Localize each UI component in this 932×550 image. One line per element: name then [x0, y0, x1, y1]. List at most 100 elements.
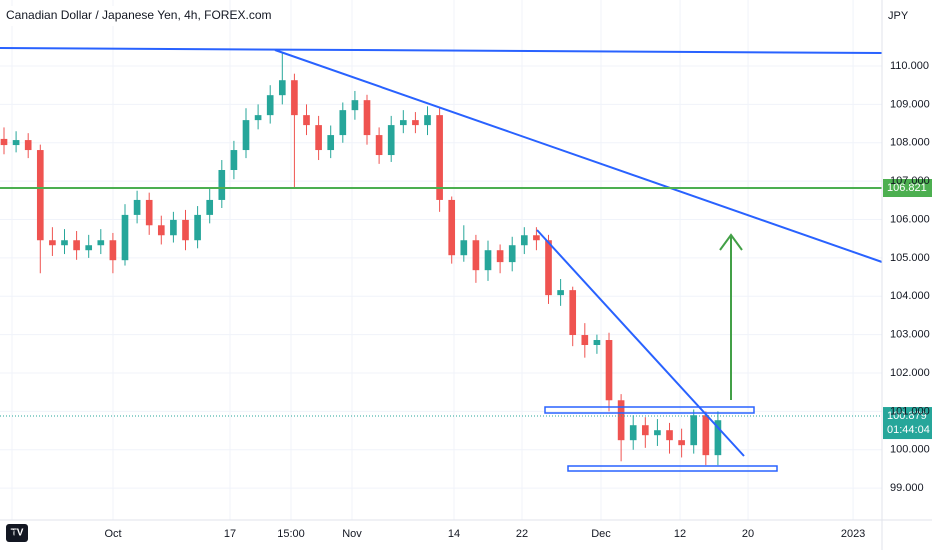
trend-line	[536, 229, 745, 457]
x-tick-label: Dec	[591, 528, 611, 540]
candle-body	[194, 214, 201, 241]
x-tick-label: 12	[674, 528, 686, 540]
y-tick-label: 102.000	[890, 367, 930, 379]
target-arrow-head	[719, 233, 743, 251]
candle-body	[315, 125, 322, 151]
candle-body	[242, 120, 250, 151]
x-tick-label: 22	[516, 528, 528, 540]
y-tick-label: 105.000	[890, 252, 930, 264]
candle-body	[581, 335, 589, 346]
candle-body	[49, 240, 56, 246]
chart-title: Canadian Dollar / Japanese Yen, 4h, FORE…	[6, 8, 272, 22]
candle-body	[424, 115, 431, 126]
x-tick-label: 15:00	[277, 528, 305, 540]
candle-body	[508, 245, 516, 263]
candle-body	[690, 415, 698, 446]
y-tick-label: 100.000	[890, 444, 930, 456]
title-bg	[0, 6, 215, 26]
candle-body	[291, 80, 298, 116]
candles	[0, 52, 722, 466]
candle-body	[157, 225, 165, 236]
candle-body	[339, 110, 347, 136]
y-tick-label: 104.000	[890, 290, 930, 302]
candle-body	[387, 125, 395, 156]
candle-body	[0, 138, 8, 146]
resistance-line	[0, 47, 883, 54]
candle-body	[218, 170, 226, 200]
x-tick-label: Nov	[342, 528, 362, 540]
candle-body	[496, 250, 504, 263]
y-tick-label: 107.000	[890, 175, 930, 187]
x-tick-label: 17	[224, 528, 236, 540]
candle-body	[73, 240, 80, 251]
candle-body	[97, 240, 105, 246]
y-tick-label: 108.000	[890, 137, 930, 149]
level-label: 106.821	[887, 182, 927, 194]
candle-body	[520, 235, 528, 246]
range-top	[544, 406, 755, 414]
currency-label: JPY	[888, 10, 909, 22]
overlays: 106.821 100.879 01:44:04	[0, 179, 932, 440]
candle-body	[206, 199, 214, 215]
candle-body	[641, 425, 649, 436]
candle-body	[678, 440, 685, 446]
candle-body	[593, 340, 601, 346]
candle-body	[617, 400, 625, 441]
candle-body	[363, 100, 371, 136]
candle-body	[85, 245, 93, 251]
candle-body	[412, 120, 419, 126]
candle-body	[170, 219, 177, 236]
x-tick-label: 2023	[841, 528, 865, 540]
x-tick-label: 14	[448, 528, 460, 540]
candle-body	[375, 135, 383, 156]
candle-body	[702, 415, 710, 456]
x-tick-label: 20	[6, 528, 18, 540]
candle-body	[605, 340, 613, 401]
y-tick-label: 110.000	[890, 60, 929, 72]
candle-body	[666, 430, 673, 441]
last-price-tag	[883, 407, 932, 440]
svg-text:TV: TV	[11, 528, 24, 539]
candle-body	[569, 290, 577, 336]
range-bottom	[567, 465, 778, 472]
countdown-label: 01:44:04	[887, 424, 930, 436]
x-tick-label: 20	[742, 528, 754, 540]
candle-body	[266, 95, 274, 116]
y-tick-label: 101.000	[890, 405, 930, 417]
candle-body	[654, 430, 661, 436]
candle-body	[436, 115, 443, 200]
x-tick-label: Oct	[104, 528, 121, 540]
candle-body	[460, 240, 468, 256]
candle-body	[472, 240, 480, 271]
candle-body	[182, 219, 189, 241]
candle-body	[109, 240, 117, 261]
candle-body	[484, 250, 492, 271]
logo: TV	[6, 524, 28, 542]
candle-body	[254, 115, 262, 121]
candle-body	[12, 140, 20, 146]
candle-body	[303, 115, 310, 126]
candle-body	[629, 425, 637, 441]
level-tag	[883, 179, 932, 198]
candle-body	[61, 240, 68, 246]
y-tick-label: 99.000	[890, 482, 924, 494]
candle-body	[327, 135, 335, 151]
candle-body	[278, 80, 286, 96]
candle-body	[133, 199, 141, 215]
candle-body	[533, 235, 540, 241]
candle-body	[230, 150, 238, 171]
candle-body	[351, 100, 359, 111]
candle-body	[448, 199, 456, 256]
y-tick-label: 106.000	[890, 213, 930, 225]
y-tick-label: 103.000	[890, 329, 930, 341]
candle-body	[557, 290, 564, 296]
candle-body	[24, 140, 32, 151]
candle-body	[714, 420, 722, 456]
candle-body	[121, 214, 129, 261]
trend-line	[274, 49, 883, 263]
y-tick-label: 109.000	[890, 98, 930, 110]
candle-body	[545, 240, 552, 296]
